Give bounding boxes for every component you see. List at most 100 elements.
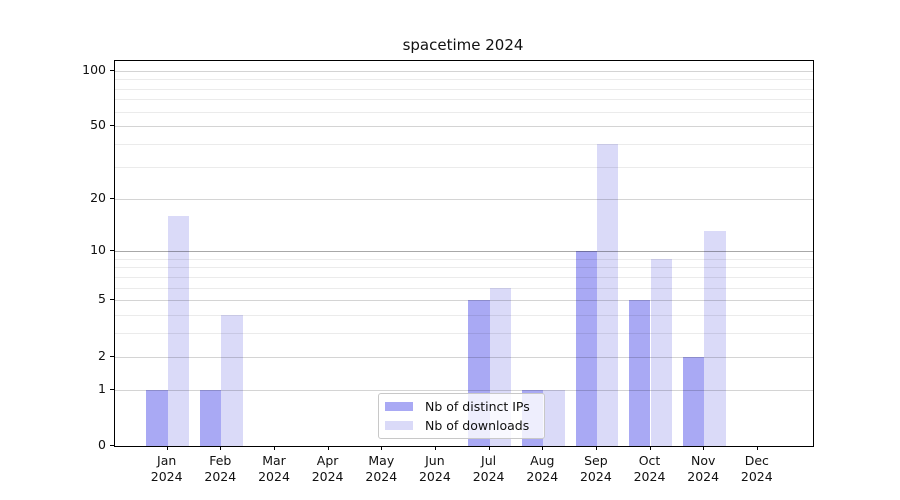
bar-downloads-sep [596, 144, 619, 446]
major-gridline-y10 [115, 251, 813, 253]
x-tick-label-year: 2024 [204, 469, 237, 484]
bar-distinct-ips-nov [682, 356, 705, 446]
x-tick-label-feb: Feb 2024 [190, 453, 250, 485]
x-tick-label-jan: Jan 2024 [137, 453, 197, 485]
x-tick-label-month: Jan [157, 453, 177, 468]
bar-downloads-oct [650, 258, 672, 446]
x-tick-may [381, 446, 383, 450]
x-tick-label-month: May [368, 453, 395, 468]
bar-downloads-aug [543, 389, 565, 446]
legend: Nb of distinct IPs Nb of downloads [378, 393, 545, 439]
y-tick-label-100: 100 [82, 61, 106, 77]
y-tick-label-20: 20 [90, 189, 106, 205]
x-tick-label-dec: Dec 2024 [727, 453, 787, 485]
x-tick-label-nov: Nov 2024 [673, 453, 733, 485]
x-tick-label-month: Sep [584, 453, 608, 468]
y-tick-5 [110, 299, 114, 301]
x-tick-label-year: 2024 [526, 469, 559, 484]
y-tick-label-5: 5 [98, 291, 106, 307]
x-tick-label-month: Oct [638, 453, 661, 468]
x-tick-label-month: Feb [209, 453, 232, 468]
legend-swatch-distinct-ips [385, 402, 413, 411]
minor-gridline-y3 [115, 333, 813, 335]
minor-gridline-y4 [115, 315, 813, 317]
x-tick-label-apr: Apr 2024 [298, 453, 358, 485]
x-tick-label-year: 2024 [365, 469, 398, 484]
major-gridline-y100 [115, 70, 813, 72]
x-tick-nov [703, 446, 705, 450]
bar-distinct-ips-feb [199, 389, 222, 446]
x-tick-label-month: Apr [316, 453, 339, 468]
bar-downloads-feb [221, 315, 243, 446]
legend-swatch-downloads [385, 421, 413, 430]
x-tick-label-year: 2024 [258, 469, 290, 484]
x-tick-label-year: 2024 [418, 469, 451, 484]
x-tick-label-year: 2024 [579, 469, 612, 484]
x-tick-label-month: Dec [744, 453, 769, 468]
y-tick-2 [110, 355, 114, 357]
x-tick-label-year: 2024 [311, 469, 344, 484]
x-tick-label-month: Jun [425, 453, 445, 468]
x-tick-label-aug: Aug 2024 [512, 453, 572, 485]
plot-area [114, 60, 814, 447]
y-tick-label-10: 10 [90, 242, 106, 258]
legend-label: Nb of downloads [425, 418, 530, 433]
y-tick-100 [110, 69, 114, 71]
minor-gridline-y7 [115, 276, 813, 278]
x-tick-label-month: Mar [262, 453, 286, 468]
y-tick-label-2: 2 [98, 347, 106, 363]
x-tick-jun [434, 446, 436, 450]
bar-downloads-jan [167, 215, 190, 446]
x-tick-label-month: Jul [481, 453, 497, 468]
y-tick-label-1: 1 [98, 380, 106, 396]
x-tick-label-jul: Jul 2024 [459, 453, 519, 485]
legend-label: Nb of distinct IPs [425, 399, 530, 414]
bar-downloads-nov [704, 231, 726, 446]
y-tick-1 [110, 388, 114, 390]
x-tick-sep [595, 446, 597, 450]
major-gridline-y2 [115, 356, 813, 358]
x-tick-label-month: Nov [690, 453, 716, 468]
x-tick-feb [220, 446, 222, 450]
major-gridline-y50 [115, 126, 813, 128]
legend-item-downloads: Nb of downloads [379, 418, 544, 434]
minor-gridline-y60 [115, 111, 813, 113]
major-gridline-y1 [115, 389, 813, 391]
x-tick-label-oct: Oct 2024 [620, 453, 680, 485]
minor-gridline-y90 [115, 79, 813, 81]
y-tick-label-50: 50 [90, 117, 106, 133]
x-tick-jan [166, 446, 168, 450]
y-tick-0 [110, 445, 114, 446]
x-tick-label-year: 2024 [150, 469, 183, 484]
x-tick-label-year: 2024 [633, 469, 666, 484]
bar-distinct-ips-sep [575, 251, 597, 446]
bar-distinct-ips-jan [146, 389, 168, 446]
x-tick-label-year: 2024 [740, 469, 773, 484]
x-tick-label-jun: Jun 2024 [405, 453, 465, 485]
x-tick-mar [274, 446, 275, 450]
x-tick-jul [488, 446, 490, 450]
x-tick-label-year: 2024 [687, 469, 720, 484]
x-tick-label-mar: Mar 2024 [244, 453, 304, 485]
chart-title: spacetime 2024 [402, 36, 524, 54]
y-tick-50 [110, 125, 114, 127]
x-tick-label-month: Aug [530, 453, 555, 468]
minor-gridline-y40 [115, 144, 813, 146]
x-tick-label-may: May 2024 [351, 453, 411, 485]
y-tick-20 [110, 197, 114, 199]
x-tick-aug [542, 446, 544, 450]
gridlines-layer [115, 61, 813, 446]
x-tick-oct [649, 446, 651, 450]
minor-gridline-y8 [115, 267, 813, 269]
x-tick-label-year: 2024 [472, 469, 505, 484]
major-gridline-y5 [115, 300, 813, 302]
y-tick-10 [110, 250, 114, 252]
y-tick-label-0: 0 [98, 437, 106, 452]
minor-gridline-y30 [115, 166, 813, 168]
x-tick-apr [327, 446, 329, 450]
minor-gridline-y9 [115, 258, 813, 260]
x-tick-label-sep: Sep 2024 [566, 453, 626, 485]
minor-gridline-y80 [115, 88, 813, 90]
minor-gridline-y6 [115, 287, 813, 289]
